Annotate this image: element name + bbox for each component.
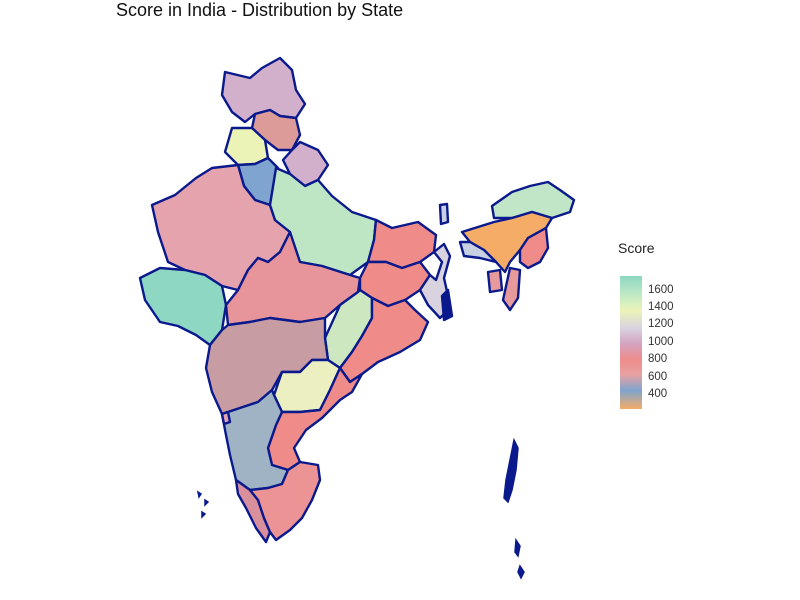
map-title: Score in India - Distribution by State: [116, 0, 404, 20]
legend-tick: 600: [648, 371, 668, 383]
state-sikkim[interactable]: [438, 202, 450, 226]
state-odisha[interactable]: [338, 296, 430, 384]
legend-body: 1600 1400 1200 1000 800 600 400: [618, 260, 674, 409]
state-manipur[interactable]: [518, 226, 550, 270]
legend-tick: 1400: [648, 301, 674, 313]
lakshadweep-islands: [196, 490, 210, 519]
state-mizoram[interactable]: [501, 266, 522, 312]
legend-tick: 1000: [648, 336, 674, 348]
state-goa[interactable]: [220, 410, 232, 426]
state-gujarat[interactable]: [138, 266, 228, 347]
state-tripura[interactable]: [486, 268, 504, 294]
state-tamil-nadu[interactable]: [248, 460, 322, 542]
state-meghalaya[interactable]: [458, 240, 498, 264]
legend-tick: 1600: [648, 284, 674, 296]
legend-tick: 400: [648, 388, 668, 400]
legend-tick: 1200: [648, 318, 674, 330]
legend-tick: 800: [648, 353, 668, 365]
state-karnataka[interactable]: [220, 388, 290, 492]
bengal-coast: [440, 288, 454, 322]
andaman-islands: [503, 437, 519, 504]
score-legend: Score 1600 1400 1200 1000 800 600 400: [618, 240, 674, 409]
state-jharkhand[interactable]: [358, 260, 432, 308]
nicobar-islands: [514, 537, 525, 580]
legend-color-bar: [620, 276, 642, 409]
legend-title: Score: [618, 240, 655, 256]
